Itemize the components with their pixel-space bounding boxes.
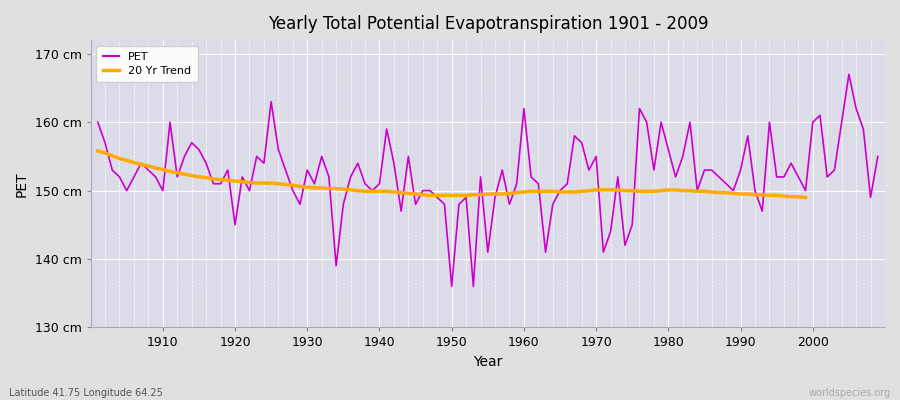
Legend: PET, 20 Yr Trend: PET, 20 Yr Trend — [96, 46, 198, 82]
Text: Latitude 41.75 Longitude 64.25: Latitude 41.75 Longitude 64.25 — [9, 388, 163, 398]
X-axis label: Year: Year — [473, 355, 502, 369]
Y-axis label: PET: PET — [15, 171, 29, 196]
Title: Yearly Total Potential Evapotranspiration 1901 - 2009: Yearly Total Potential Evapotranspiratio… — [267, 15, 708, 33]
Text: worldspecies.org: worldspecies.org — [809, 388, 891, 398]
